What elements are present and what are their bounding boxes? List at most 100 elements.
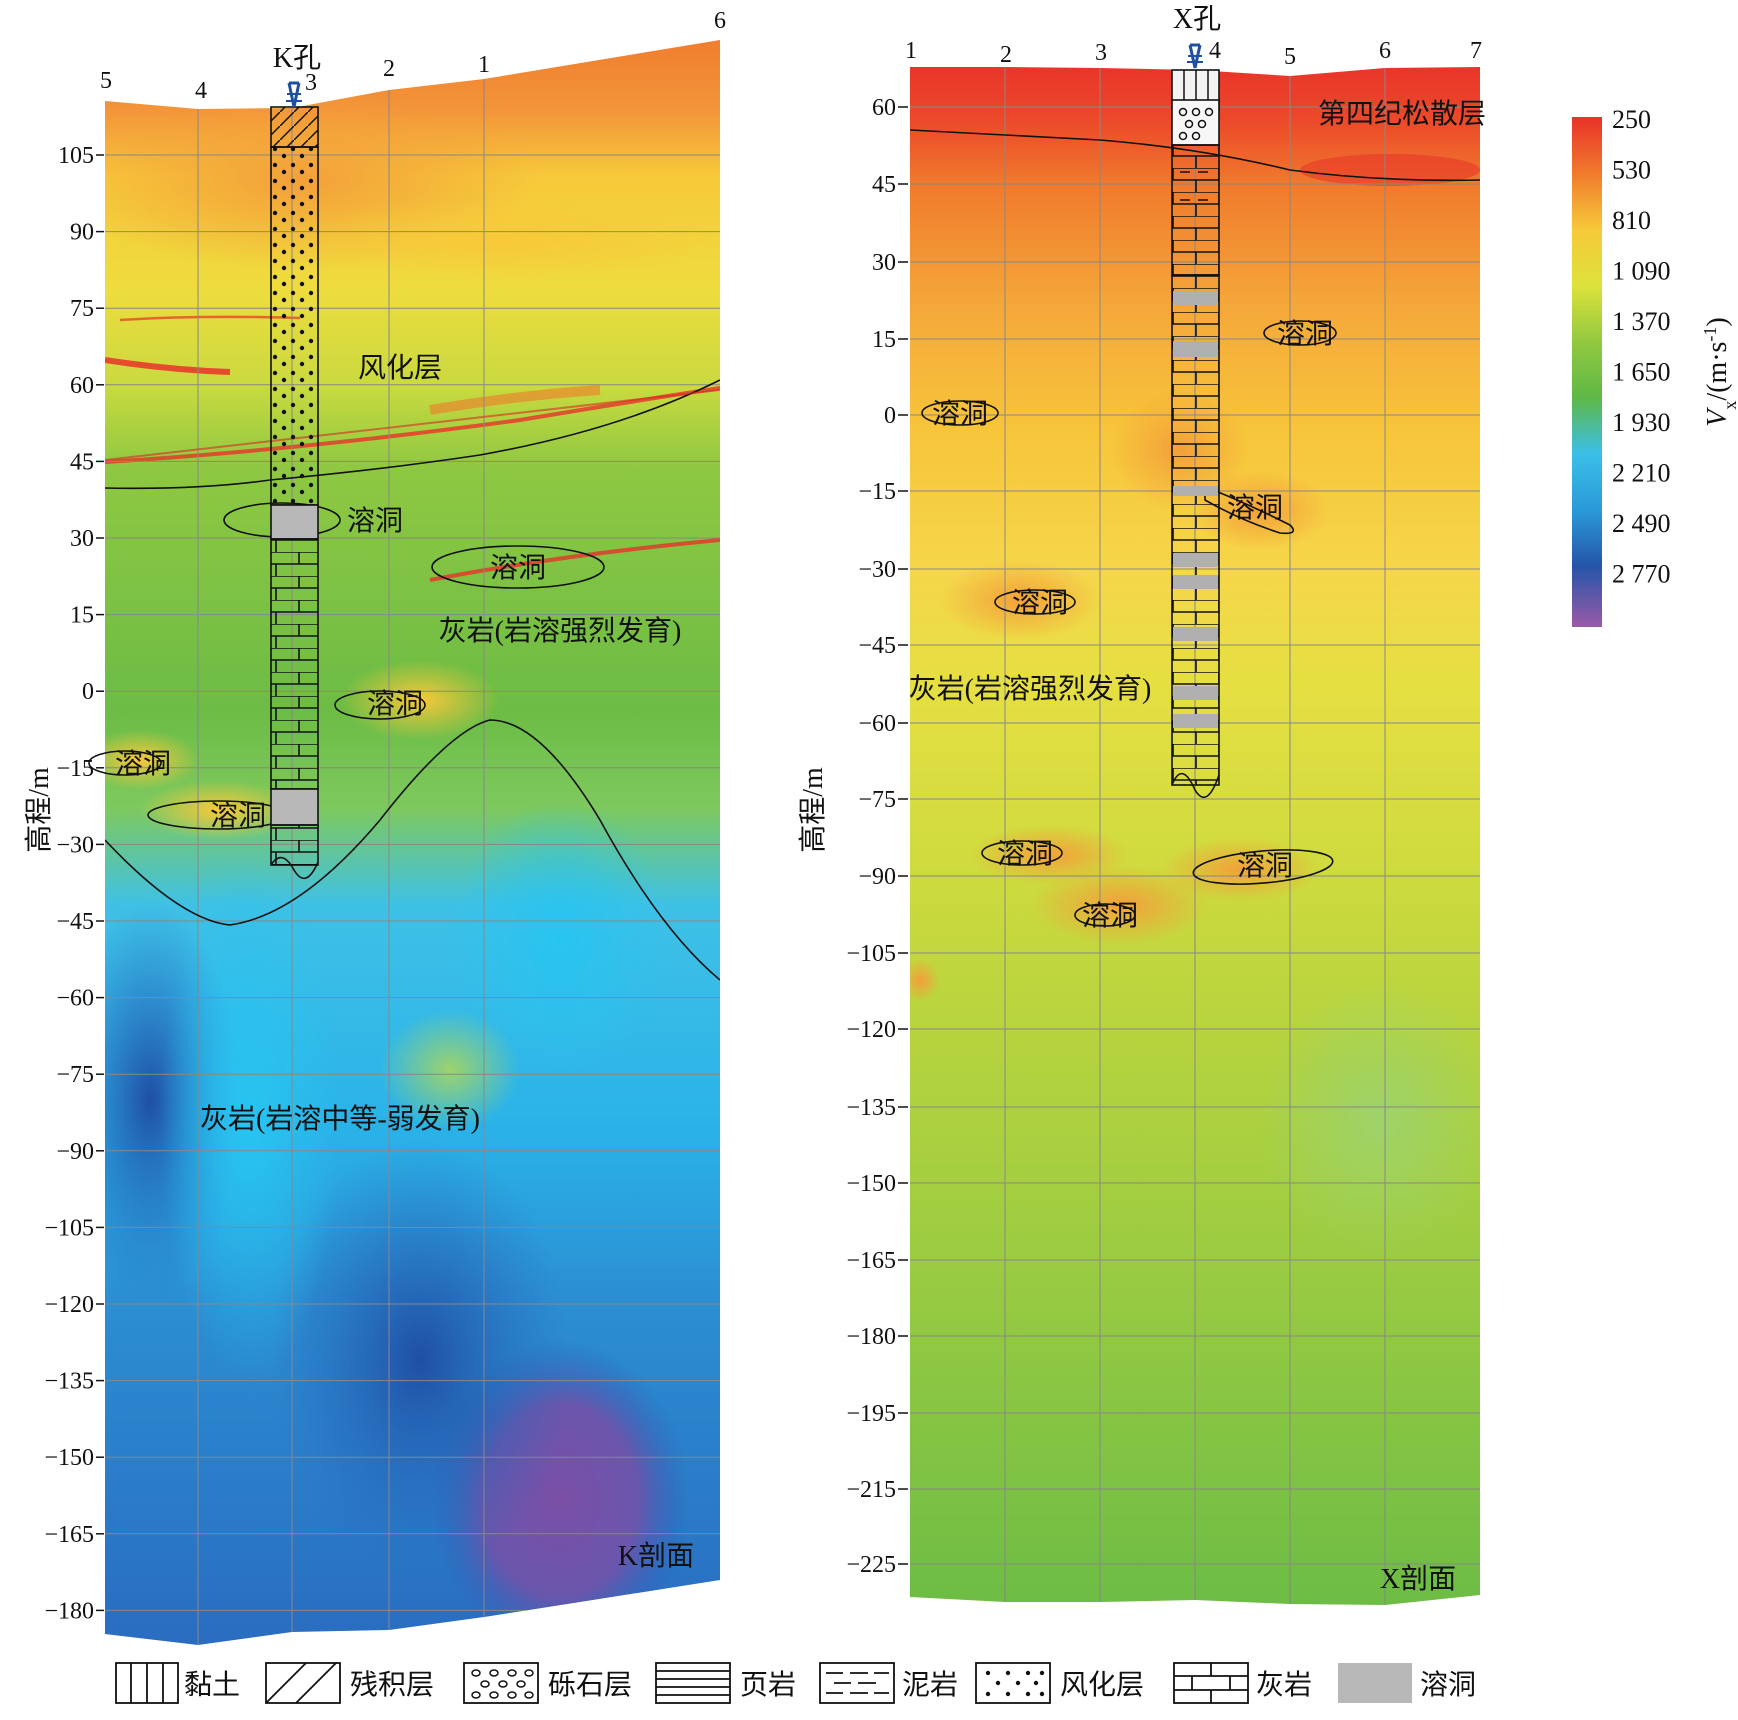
k-y-tick-label: −90	[56, 1139, 94, 1165]
k-y-tick-label: −150	[44, 1445, 94, 1471]
x-y-tick-label: −120	[846, 1017, 896, 1043]
k-cave-label: 溶洞	[490, 552, 546, 584]
k-y-tick-label: −30	[56, 832, 94, 858]
x-y-tick-label: 30	[872, 250, 896, 276]
legend-mudstone: 泥岩	[819, 1662, 958, 1704]
x-borehole-column	[1171, 43, 1220, 799]
k-y-tick-label: −180	[44, 1598, 94, 1624]
colorbar-tick-label: 1 930	[1612, 408, 1671, 437]
k-y-tick-label: 15	[70, 603, 94, 629]
k-y-tick-label: −60	[56, 986, 94, 1012]
colorbar-tick-label: 2 770	[1612, 560, 1671, 589]
svg-text:黏土: 黏土	[184, 1669, 240, 1701]
legend-shale: 页岩	[655, 1662, 796, 1704]
x-y-tick-label: −215	[846, 1477, 896, 1503]
k-cave-label: 溶洞	[210, 800, 266, 832]
k-annotation-limestone-weak: 灰岩(岩溶中等-弱发育)	[200, 1103, 480, 1135]
k-y-tick-label: 60	[70, 373, 94, 399]
x-section-plot	[910, 67, 1480, 1605]
legend-gravel: 砾石层	[463, 1662, 632, 1704]
k-station-label: 1	[478, 52, 490, 78]
k-cave-label: 溶洞	[347, 505, 403, 537]
lithology-legend: 黏土 残积层 砾石层 页岩 泥岩	[115, 1662, 1476, 1704]
x-y-tick-label: −225	[846, 1552, 896, 1578]
legend-clay: 黏土	[115, 1662, 240, 1704]
k-y-tick-label: 30	[70, 526, 94, 552]
k-y-tick-label: −120	[44, 1292, 94, 1318]
x-y-tick-label: 60	[872, 95, 896, 121]
x-station-labels: 1 2 3 4 5 6 7	[905, 38, 1482, 70]
x-y-tick-label: −15	[858, 479, 896, 505]
k-y-tick-label: 90	[70, 220, 94, 246]
k-y-tick-label: 0	[82, 679, 94, 705]
k-station-label: 5	[100, 68, 112, 94]
x-y-tick-label: −75	[858, 787, 896, 813]
k-station-label: 6	[714, 8, 726, 34]
k-borehole-label: K孔	[273, 43, 321, 74]
legend-limestone: 灰岩	[1173, 1662, 1312, 1704]
x-station-label: 2	[1000, 42, 1012, 68]
k-station-label: 2	[383, 56, 395, 82]
x-station-label: 4	[1209, 38, 1221, 64]
k-section-plot	[88, 40, 720, 1645]
x-y-axis-title: 高程/m	[797, 767, 829, 853]
k-cave-label: 溶洞	[115, 748, 171, 780]
k-y-axis-title: 高程/m	[23, 767, 55, 853]
x-y-tick-label: −105	[846, 941, 896, 967]
k-station-label: 4	[195, 78, 207, 104]
svg-text:风化层: 风化层	[1060, 1669, 1144, 1701]
x-y-tick-label: −30	[858, 557, 896, 583]
x-borehole-label: X孔	[1173, 4, 1221, 35]
k-cave-label: 溶洞	[367, 688, 423, 720]
svg-text:泥岩: 泥岩	[902, 1669, 958, 1701]
x-y-tick-label: −45	[858, 633, 896, 659]
svg-text:砾石层: 砾石层	[548, 1669, 632, 1701]
svg-text:残积层: 残积层	[350, 1669, 434, 1701]
legend-residual: 残积层	[265, 1662, 434, 1704]
x-station-label: 7	[1470, 38, 1482, 64]
k-annotation-weathered: 风化层	[358, 352, 442, 384]
x-cave-label: 溶洞	[1277, 318, 1333, 350]
x-y-tick-label: 15	[872, 327, 896, 353]
x-cave-label: 溶洞	[1012, 587, 1068, 619]
x-section-name: X剖面	[1380, 1563, 1456, 1595]
x-y-tick-label: −165	[846, 1248, 896, 1274]
colorbar-tick-label: 250	[1612, 105, 1651, 134]
x-station-label: 6	[1379, 38, 1391, 64]
k-y-tick-label: −165	[44, 1522, 94, 1548]
x-y-tick-label: −60	[858, 711, 896, 737]
x-station-label: 1	[905, 38, 917, 64]
svg-text:页岩: 页岩	[740, 1669, 796, 1701]
svg-text:溶洞: 溶洞	[1420, 1669, 1476, 1701]
k-y-axis: 105 90 75 60 45 30 15 0 −15 −30 −45 −60 −75 −90 −105 −1…	[44, 143, 104, 1624]
k-station-labels: 5 4 3 2 1 6	[100, 8, 726, 104]
x-cave-label: 溶洞	[1082, 900, 1138, 932]
colorbar-title: Vx/(m·s-1)	[1700, 317, 1738, 427]
x-annotation-quaternary: 第四纪松散层	[1318, 98, 1486, 130]
colorbar-tick-label: 2 490	[1612, 509, 1671, 538]
x-annotation-limestone-strong: 灰岩(岩溶强烈发育)	[909, 673, 1152, 705]
k-y-tick-label: 45	[70, 449, 94, 475]
k-y-tick-label: 75	[70, 296, 94, 322]
x-cave-label: 溶洞	[932, 398, 988, 430]
drill-rig-icon	[1187, 43, 1203, 69]
drill-rig-icon	[286, 81, 302, 108]
x-y-axis: 60 45 30 15 0 −15 −30 −45 −60 −75 −90 −105 −120 −135 −…	[846, 95, 908, 1578]
k-y-tick-label: −75	[56, 1062, 94, 1088]
x-y-tick-label: 45	[872, 172, 896, 198]
k-annotation-limestone-strong: 灰岩(岩溶强烈发育)	[439, 615, 682, 647]
x-y-tick-label: −150	[846, 1171, 896, 1197]
k-borehole-column	[270, 81, 319, 880]
k-section-name: K剖面	[618, 1540, 694, 1572]
x-station-label: 3	[1095, 40, 1107, 66]
x-cave-label: 溶洞	[997, 838, 1053, 870]
x-y-tick-label: −195	[846, 1401, 896, 1427]
x-cave-label: 溶洞	[1227, 492, 1283, 524]
x-y-tick-label: −90	[858, 864, 896, 890]
k-y-tick-label: −135	[44, 1369, 94, 1395]
x-y-tick-label: −135	[846, 1095, 896, 1121]
colorbar-tick-label: 2 210	[1612, 459, 1671, 488]
colorbar-tick-label: 810	[1612, 206, 1651, 235]
x-station-label: 5	[1284, 44, 1296, 70]
